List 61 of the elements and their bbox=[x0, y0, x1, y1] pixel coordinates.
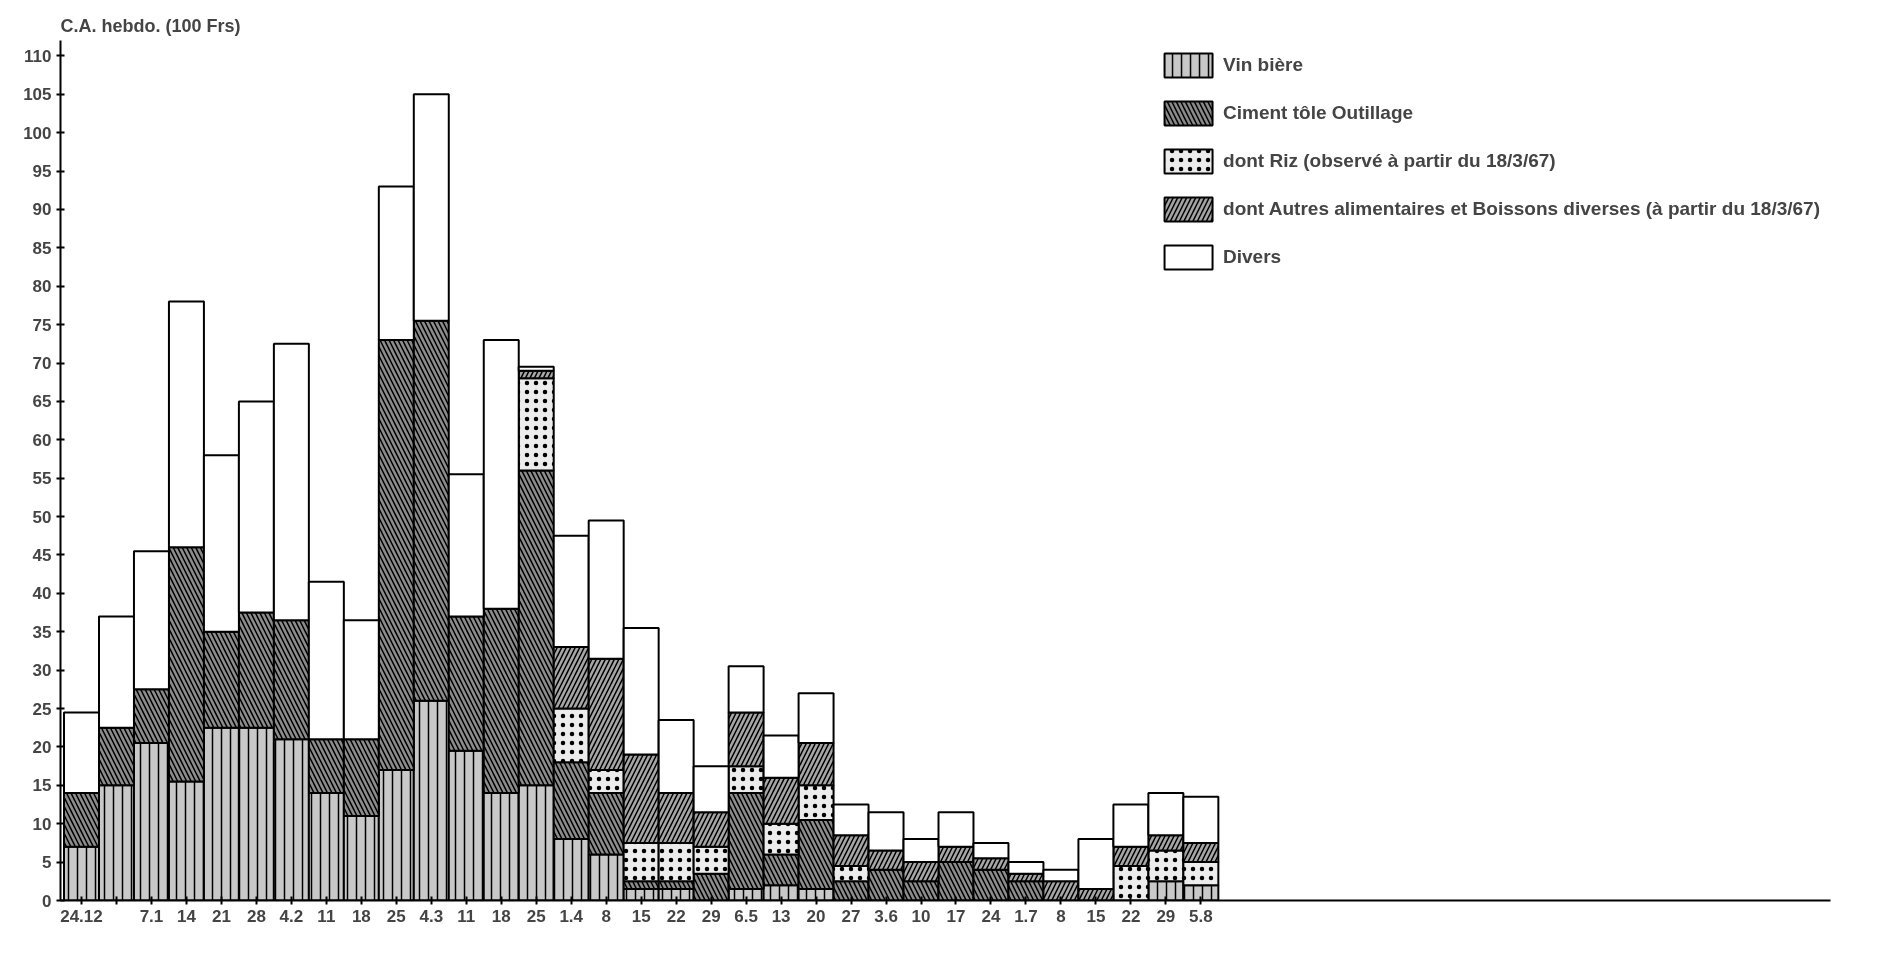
x-tick-label: 5.8 bbox=[1189, 906, 1213, 926]
x-tick-label: 29 bbox=[1156, 906, 1176, 926]
y-tick-label: 35 bbox=[32, 622, 52, 642]
y-tick-label: 45 bbox=[32, 545, 52, 565]
x-tick-label: 10 bbox=[911, 906, 931, 926]
legend-label: Vin bière bbox=[1223, 54, 1303, 76]
y-tick-label: 60 bbox=[32, 430, 52, 450]
x-tick-label: 13 bbox=[771, 906, 791, 926]
x-tick-label: 7.1 bbox=[139, 906, 164, 926]
y-tick-label: 85 bbox=[32, 238, 52, 258]
y-tick-label: 70 bbox=[32, 354, 52, 373]
x-tick-label: 4.3 bbox=[419, 906, 444, 926]
x-tick-label: 18 bbox=[351, 906, 371, 926]
x-tick-label: 3.6 bbox=[874, 906, 898, 926]
legend-label: dont Riz (observé à partir du 18/3/67) bbox=[1223, 150, 1556, 172]
x-tick-label: 1.4 bbox=[559, 906, 584, 926]
x-tick-label: 29 bbox=[701, 906, 721, 926]
x-tick-label: 18 bbox=[491, 906, 511, 926]
x-tick-label: 21 bbox=[211, 906, 231, 926]
x-tick-label: 15 bbox=[1086, 906, 1106, 926]
x-tick-label: 20 bbox=[806, 906, 826, 926]
x-tick-label: 6.5 bbox=[734, 906, 758, 926]
x-tick-label: 17 bbox=[946, 906, 966, 926]
y-tick-label: 0 bbox=[42, 891, 52, 911]
y-tick-label: 95 bbox=[32, 162, 52, 182]
x-tick-label: 11 bbox=[317, 906, 336, 926]
x-tick-label: 1.7 bbox=[1014, 906, 1038, 926]
y-tick-label: 65 bbox=[32, 392, 52, 412]
legend-label: Divers bbox=[1223, 246, 1282, 268]
x-tick-label: 22 bbox=[1121, 906, 1141, 926]
y-tick-label: 100 bbox=[23, 123, 52, 143]
y-tick-label: 75 bbox=[32, 315, 52, 335]
y-tick-label: 40 bbox=[32, 584, 52, 604]
y-tick-label: 105 bbox=[23, 85, 52, 105]
x-tick-label: 24.12 bbox=[60, 906, 103, 926]
y-tick-label: 5 bbox=[42, 853, 52, 873]
x-tick-label: 28 bbox=[246, 906, 266, 926]
x-tick-label: 24 bbox=[981, 906, 1001, 926]
x-tick-label: 8 bbox=[1056, 906, 1066, 926]
legend-label: Ciment tôle Outillage bbox=[1223, 102, 1414, 124]
y-tick-label: 90 bbox=[32, 200, 52, 220]
x-tick-label: 14 bbox=[176, 906, 197, 926]
legend-label: dont Autres alimentaires et Boissons diverses (à partir du 18/3/67) bbox=[1223, 198, 1820, 220]
x-tick-label: 11 bbox=[457, 906, 476, 926]
x-tick-label: 27 bbox=[841, 906, 861, 926]
y-tick-label: 25 bbox=[32, 699, 52, 719]
x-tick-label: 22 bbox=[666, 906, 686, 926]
y-tick-label: 30 bbox=[32, 661, 52, 681]
x-tick-label: 8 bbox=[601, 906, 611, 926]
y-axis-title: C.A. hebdo. (100 Frs) bbox=[60, 15, 241, 36]
y-tick-label: 80 bbox=[32, 277, 52, 297]
x-tick-label: 4.2 bbox=[279, 906, 304, 926]
y-tick-label: 20 bbox=[32, 737, 52, 757]
x-tick-label: 25 bbox=[386, 906, 406, 926]
x-tick-label: 15 bbox=[631, 906, 651, 926]
y-tick-label: 55 bbox=[32, 469, 52, 489]
y-tick-label: 110 bbox=[24, 46, 52, 66]
x-tick-label: 25 bbox=[526, 906, 546, 926]
y-tick-label: 50 bbox=[32, 507, 52, 527]
y-tick-label: 15 bbox=[32, 776, 52, 796]
y-tick-label: 10 bbox=[32, 814, 52, 834]
